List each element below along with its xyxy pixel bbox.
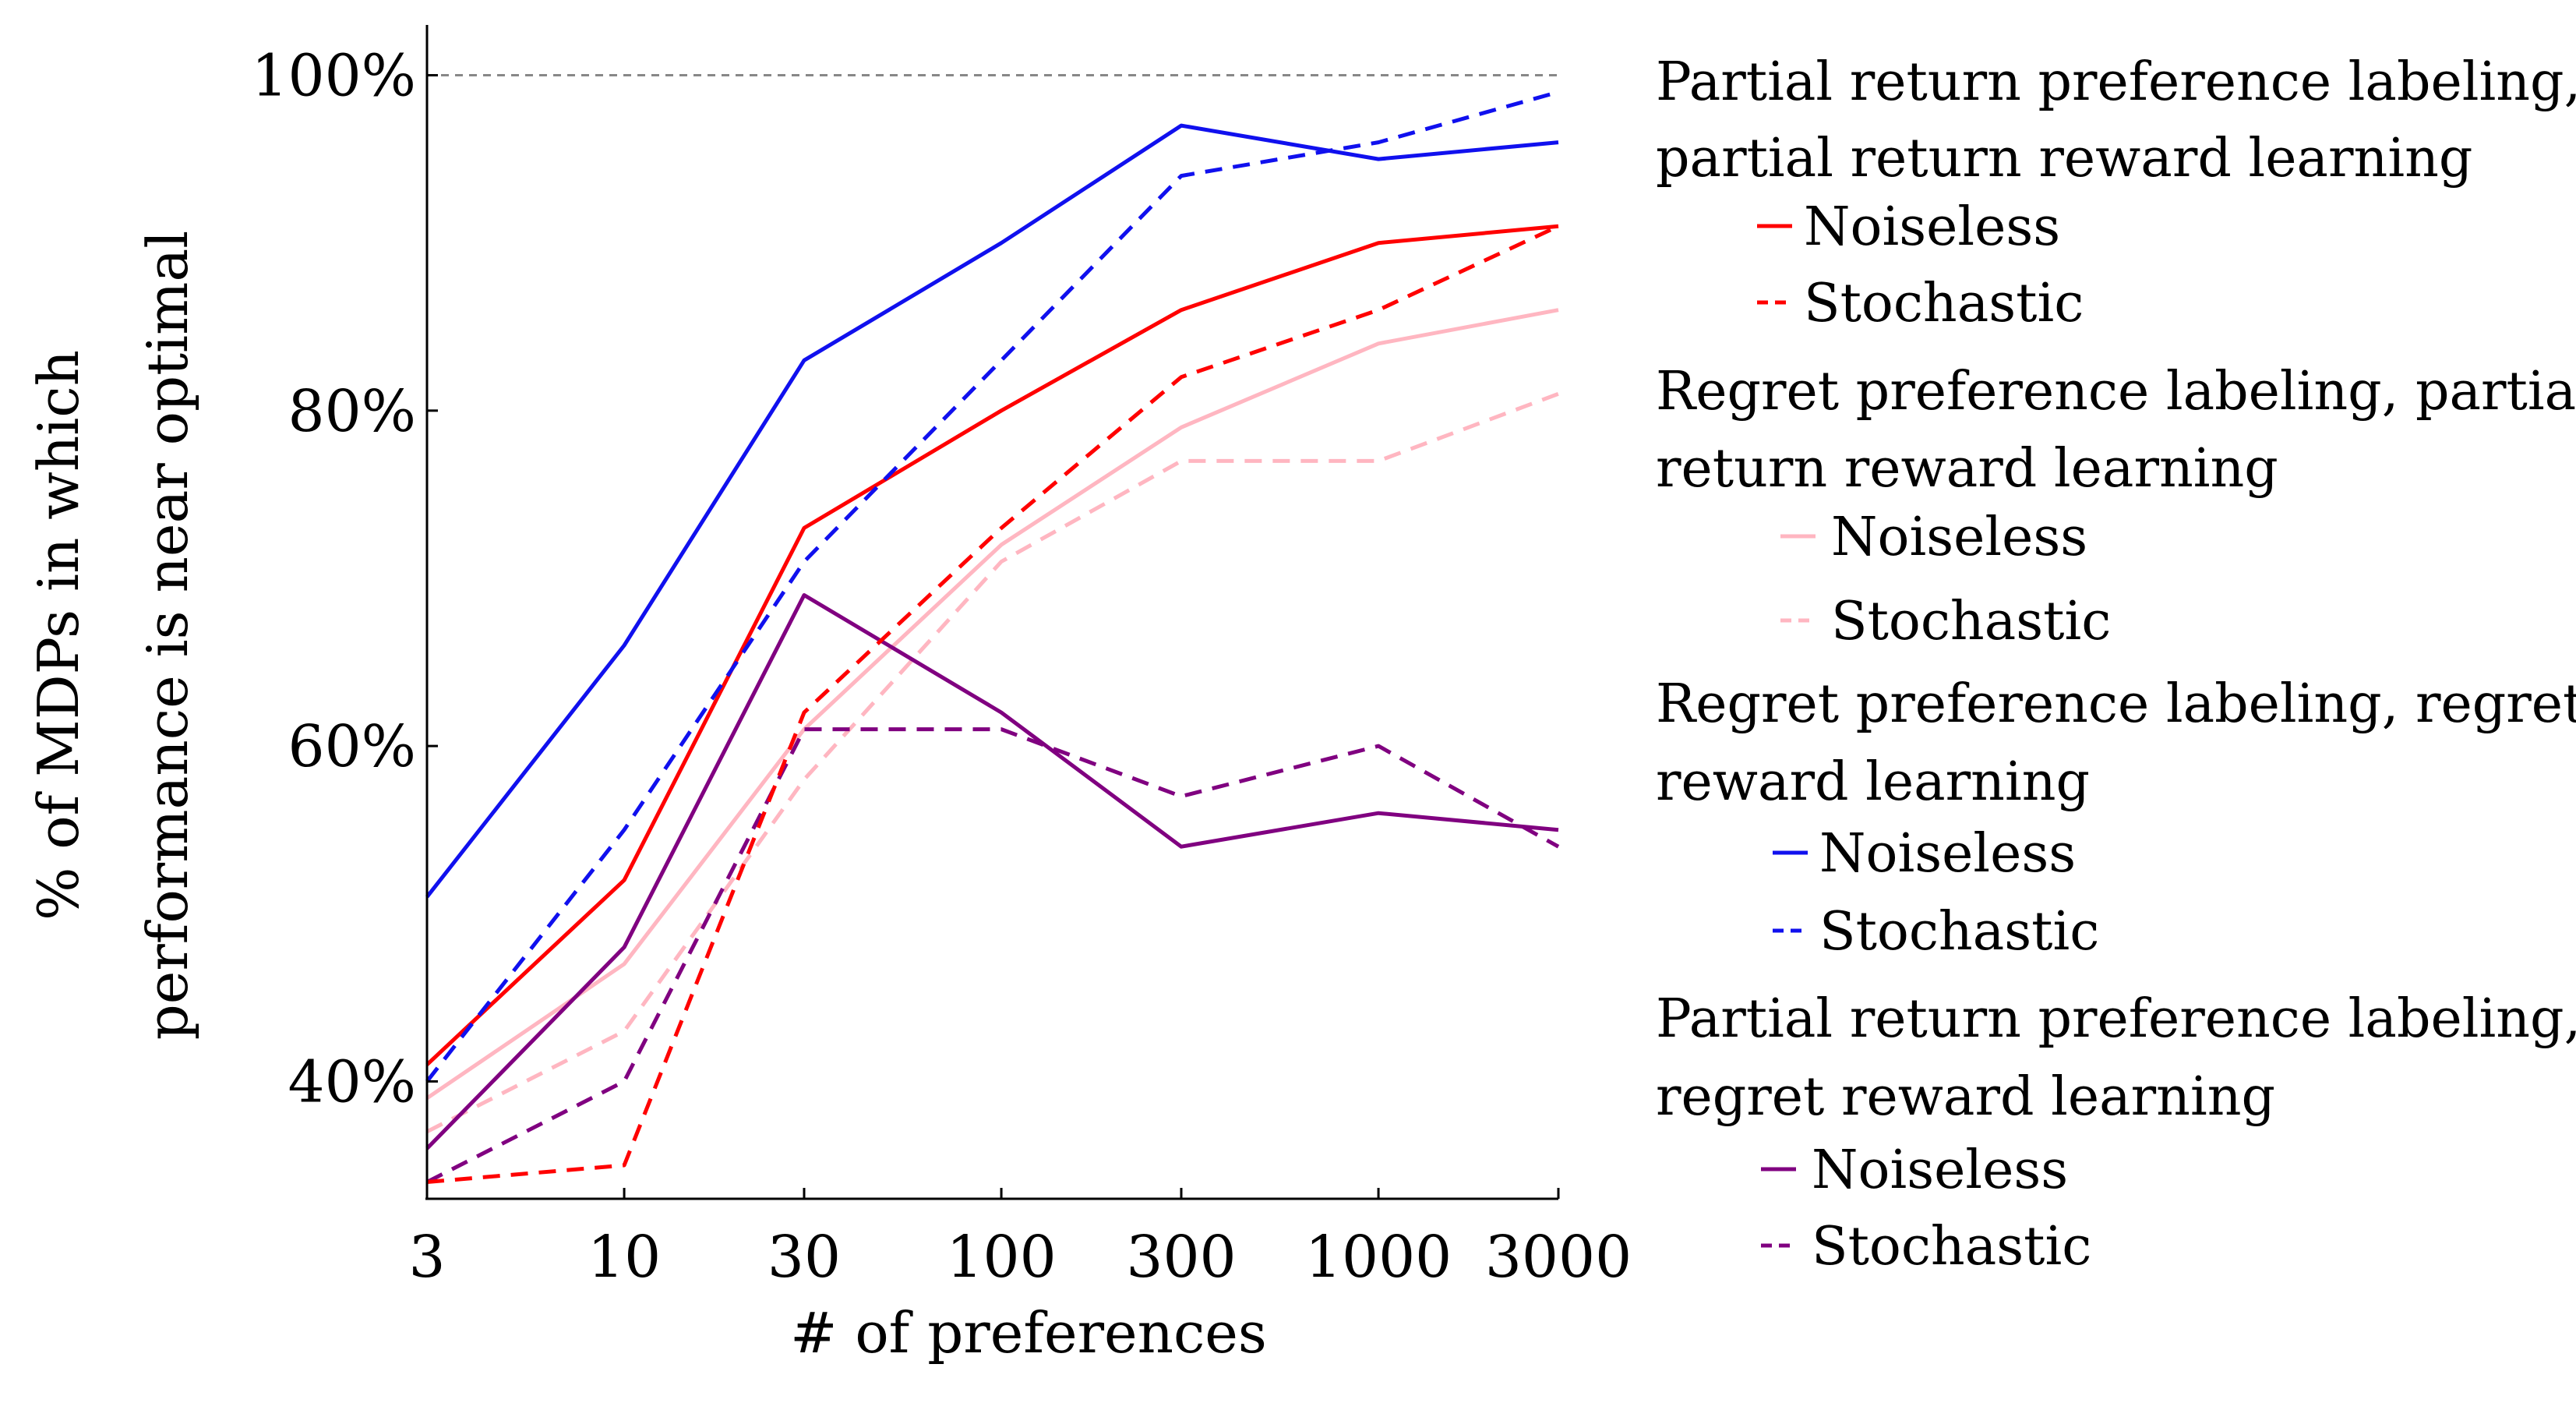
series-line-regret-partial-stochastic <box>425 391 1559 1134</box>
legend-label-regret-partial-noiseless: Noiseless <box>1831 507 2087 568</box>
x-axis-label: # of preferences <box>790 1300 1267 1366</box>
legend-group-3: Regret preference labeling, regret rewar… <box>1656 673 2576 963</box>
legend-group-4: Partial return preference labeling, regr… <box>1656 988 2576 1278</box>
legend-label-partial-partial-noiseless: Noiseless <box>1804 196 2060 258</box>
legend-group-4-title-line-1: Partial return preference labeling, <box>1656 988 2576 1050</box>
y-tick-label: 40% <box>288 1048 416 1115</box>
series-line-partial-regret-noiseless <box>425 593 1559 1150</box>
legend-group-2-title-line-1: Regret preference labeling, partial <box>1656 361 2576 422</box>
legend-group-3-title-line-1: Regret preference labeling, regret <box>1656 673 2576 735</box>
legend-label-regret-regret-stochastic: Stochastic <box>1819 901 2099 963</box>
y-tick-label: 100% <box>251 43 416 110</box>
series-line-regret-regret-noiseless <box>425 123 1559 899</box>
x-tick-label: 300 <box>1126 1224 1236 1291</box>
x-tick-label: 3000 <box>1485 1224 1632 1291</box>
legend: Partial return preference labeling, part… <box>1656 51 2576 1278</box>
y-tick-label: 80% <box>288 378 416 445</box>
legend-group-3-title-line-2: reward learning <box>1656 751 2090 813</box>
series-line-regret-regret-stochastic <box>425 90 1559 1083</box>
legend-group-1-title-line-2: partial return reward learning <box>1656 128 2472 189</box>
x-tick-label: 30 <box>768 1224 841 1291</box>
legend-label-partial-regret-stochastic: Stochastic <box>1812 1216 2091 1278</box>
legend-label-regret-partial-stochastic: Stochastic <box>1831 591 2111 652</box>
legend-group-2: Regret preference labeling, partial retu… <box>1656 361 2576 652</box>
tick-layer: 3 10 30 100 300 1000 3000 40% 60% 80% 100% <box>251 43 1632 1291</box>
series-line-regret-partial-noiseless <box>425 308 1559 1100</box>
legend-group-4-title-line-2: regret reward learning <box>1656 1066 2275 1128</box>
legend-label-regret-regret-noiseless: Noiseless <box>1819 823 2076 885</box>
y-axis-label-line-2: performance is near optimal <box>135 231 200 1041</box>
x-tick-label: 100 <box>946 1224 1056 1291</box>
y-axis-label-line-1: % of MDPs in which <box>26 350 91 921</box>
series-line-partial-regret-stochastic <box>425 727 1560 1184</box>
legend-group-1: Partial return preference labeling, part… <box>1656 51 2576 334</box>
series-line-partial-partial-noiseless <box>425 224 1559 1066</box>
legend-group-1-title-line-1: Partial return preference labeling, <box>1656 51 2576 113</box>
axes <box>425 25 1558 1200</box>
x-tick-label: 3 <box>408 1224 445 1291</box>
x-tick-label: 10 <box>588 1224 661 1291</box>
x-tick-label: 1000 <box>1305 1224 1452 1291</box>
axis-labels: # of preferences % of MDPs in which perf… <box>26 231 1267 1366</box>
legend-label-partial-partial-stochastic: Stochastic <box>1804 273 2084 334</box>
legend-label-partial-regret-noiseless: Noiseless <box>1812 1140 2068 1201</box>
y-tick-label: 60% <box>288 713 416 780</box>
legend-group-2-title-line-2: return reward learning <box>1656 438 2278 500</box>
series-line-partial-partial-stochastic <box>426 224 1560 1184</box>
series-layer <box>425 90 1560 1184</box>
